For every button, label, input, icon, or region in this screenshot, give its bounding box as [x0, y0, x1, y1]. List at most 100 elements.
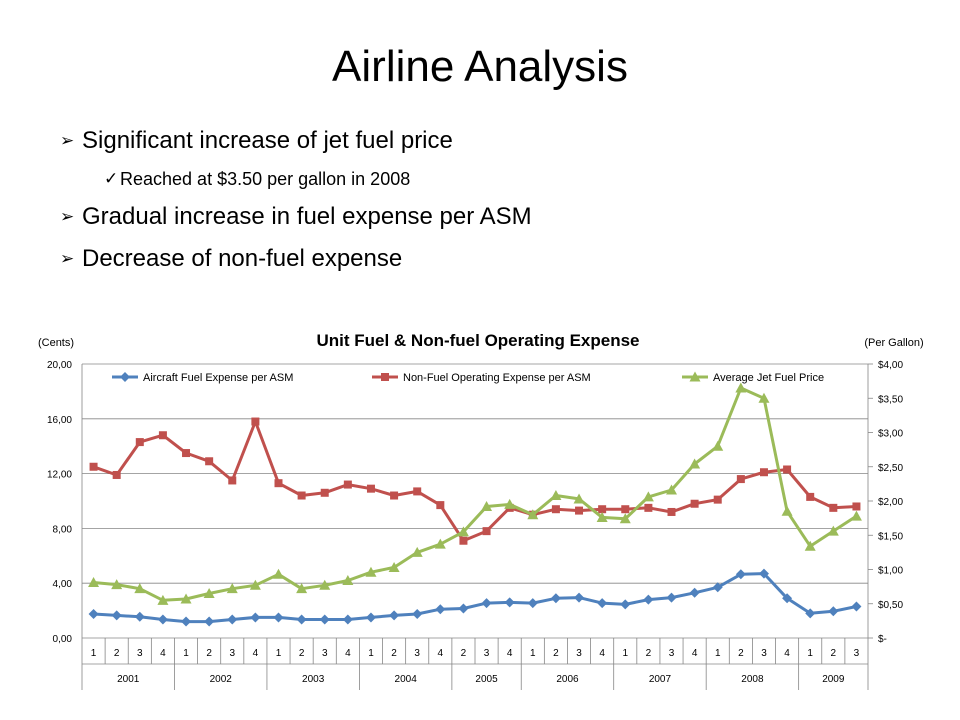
series-layer	[88, 382, 862, 627]
data-point	[390, 491, 399, 500]
data-point	[88, 577, 100, 588]
data-point	[690, 499, 699, 508]
data-point	[527, 598, 538, 609]
quarter-label: 1	[715, 648, 721, 659]
quarter-label: 3	[414, 648, 420, 659]
quarter-label: 2	[831, 648, 837, 659]
legend-label: Aircraft Fuel Expense per ASM	[143, 372, 293, 384]
left-tick-label: 20,00	[47, 360, 72, 371]
data-point	[343, 480, 352, 489]
quarter-label: 4	[160, 648, 166, 659]
data-point	[297, 491, 306, 500]
right-tick-label: $1,00	[878, 566, 903, 577]
data-point	[459, 536, 468, 545]
year-label: 2003	[302, 674, 325, 685]
quarter-label: 2	[738, 648, 744, 659]
data-point	[689, 371, 701, 382]
data-point	[320, 488, 329, 497]
data-point	[413, 487, 422, 496]
quarter-label: 3	[576, 648, 582, 659]
data-point	[251, 417, 260, 426]
data-point	[249, 579, 261, 590]
data-point	[157, 594, 169, 605]
chart-title: Unit Fuel & Non-fuel Operating Expense	[316, 331, 639, 350]
left-tick-label: 8,00	[53, 524, 73, 535]
data-point	[319, 579, 331, 590]
data-point	[504, 498, 516, 509]
data-point	[642, 491, 654, 502]
data-point	[783, 465, 792, 474]
data-point	[457, 526, 469, 537]
data-point	[388, 561, 400, 572]
data-point	[342, 614, 353, 625]
right-tick-label: $1,50	[878, 531, 903, 542]
quarter-label: 3	[137, 648, 143, 659]
bullet-item: ➢ Decrease of non-fuel expense	[60, 238, 940, 280]
data-point	[667, 507, 676, 516]
slide-title: Airline Analysis	[332, 42, 628, 91]
data-point	[111, 579, 123, 590]
quarter-label: 2	[391, 648, 397, 659]
data-point	[805, 608, 816, 619]
data-point	[550, 490, 562, 501]
quarter-label: 3	[322, 648, 328, 659]
data-point	[827, 525, 839, 536]
data-point	[411, 546, 423, 557]
data-point	[504, 597, 515, 608]
quarter-label: 1	[368, 648, 374, 659]
quarter-label: 4	[507, 648, 513, 659]
data-point	[689, 587, 700, 598]
data-point	[204, 616, 215, 627]
data-point	[412, 609, 423, 620]
series-diamond	[88, 568, 862, 627]
arrow-bullet-icon: ➢	[60, 249, 75, 268]
data-point	[226, 583, 238, 594]
quarter-label: 2	[461, 648, 467, 659]
data-point	[342, 574, 354, 585]
left-tick-label: 0,00	[53, 634, 73, 645]
year-label: 2007	[649, 674, 672, 685]
series-square	[89, 417, 861, 545]
data-point	[435, 604, 446, 615]
data-point	[735, 382, 747, 393]
data-point	[575, 506, 584, 515]
quarter-label: 2	[299, 648, 305, 659]
data-point	[250, 612, 261, 623]
left-axis-label: (Cents)	[38, 337, 74, 349]
quarter-label: 1	[530, 648, 536, 659]
sub-bullet-item: ✓ Reached at $3.50 per gallon in 2008	[60, 162, 940, 196]
quarter-label: 4	[692, 648, 698, 659]
series-line	[93, 386, 858, 602]
bullet-list: ➢ Significant increase of jet fuel price…	[60, 120, 940, 280]
data-point	[389, 610, 400, 621]
data-point	[436, 501, 445, 510]
bullet-text: Decrease of non-fuel expense	[82, 245, 403, 272]
data-point	[88, 609, 99, 620]
year-label: 2005	[475, 674, 498, 685]
data-point	[482, 527, 491, 536]
bullet-text: Gradual increase in fuel expense per ASM	[82, 203, 532, 230]
data-point	[89, 462, 98, 471]
data-point	[689, 458, 701, 469]
arrow-bullet-icon: ➢	[60, 131, 75, 150]
data-point	[666, 484, 677, 495]
data-point	[273, 568, 284, 579]
data-point	[434, 538, 446, 549]
data-point	[458, 603, 469, 614]
data-point	[365, 612, 376, 623]
legend: Aircraft Fuel Expense per ASM Non-Fuel Op…	[112, 371, 824, 384]
gridlines	[82, 363, 868, 639]
data-point	[758, 568, 769, 579]
right-tick-label: $2,50	[878, 463, 903, 474]
data-point	[713, 495, 722, 504]
data-point	[157, 614, 168, 625]
right-tick-label: $-	[878, 634, 887, 645]
data-point	[180, 593, 192, 604]
data-point	[120, 372, 130, 382]
data-point	[296, 614, 307, 625]
data-point	[828, 606, 839, 617]
bullet-text: Significant increase of jet fuel price	[82, 127, 453, 154]
left-tick-label: 12,00	[47, 470, 72, 481]
data-point	[596, 511, 608, 522]
quarter-label: 3	[761, 648, 767, 659]
